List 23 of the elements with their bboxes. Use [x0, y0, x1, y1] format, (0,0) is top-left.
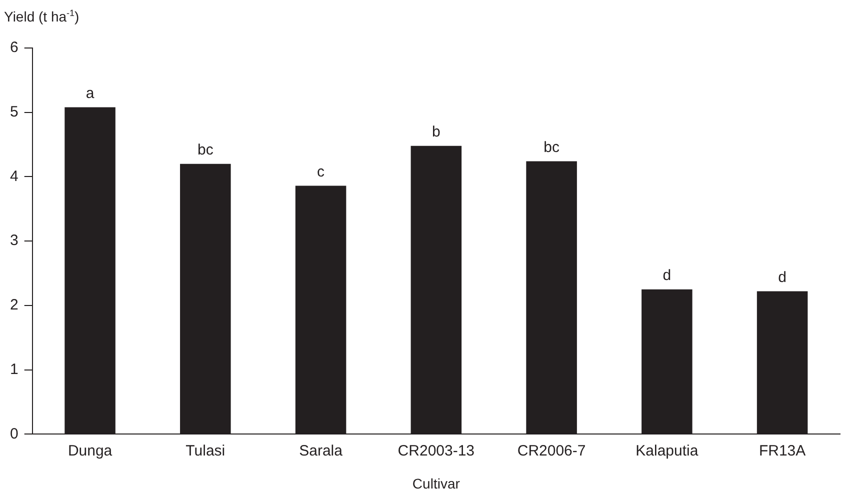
- x-tick-label: Dunga: [68, 442, 113, 460]
- x-tick-label: Tulasi: [186, 442, 226, 460]
- y-tick-label: 5: [10, 104, 18, 121]
- y-tick-label: 0: [10, 425, 18, 442]
- x-tick-label: CR2003-13: [398, 442, 475, 460]
- annotation: b: [432, 123, 440, 140]
- annotation: d: [662, 267, 672, 284]
- y-tick-label: 3: [10, 232, 18, 250]
- annotation: bc: [544, 138, 560, 156]
- annotation: d: [778, 268, 786, 286]
- y-tick-label: 6: [10, 39, 18, 56]
- annotation: bc: [197, 142, 214, 158]
- y-axis-title: Yield (t ha$^{-1}$): [4, 8, 80, 25]
- x-tick-label: FR13A: [758, 442, 806, 460]
- y-tick-label: 2: [10, 296, 18, 314]
- annotation: a: [86, 84, 95, 102]
- x-axis-title: Cultivar: [412, 475, 460, 492]
- y-tick-label: 1: [10, 360, 18, 378]
- x-tick-label: Sarala: [299, 442, 344, 460]
- x-tick-label: Kalaputia: [636, 442, 699, 460]
- y-tick-label: 4: [10, 168, 18, 185]
- annotation: c: [317, 163, 326, 180]
- x-tick-label: CR2006-7: [517, 442, 586, 460]
